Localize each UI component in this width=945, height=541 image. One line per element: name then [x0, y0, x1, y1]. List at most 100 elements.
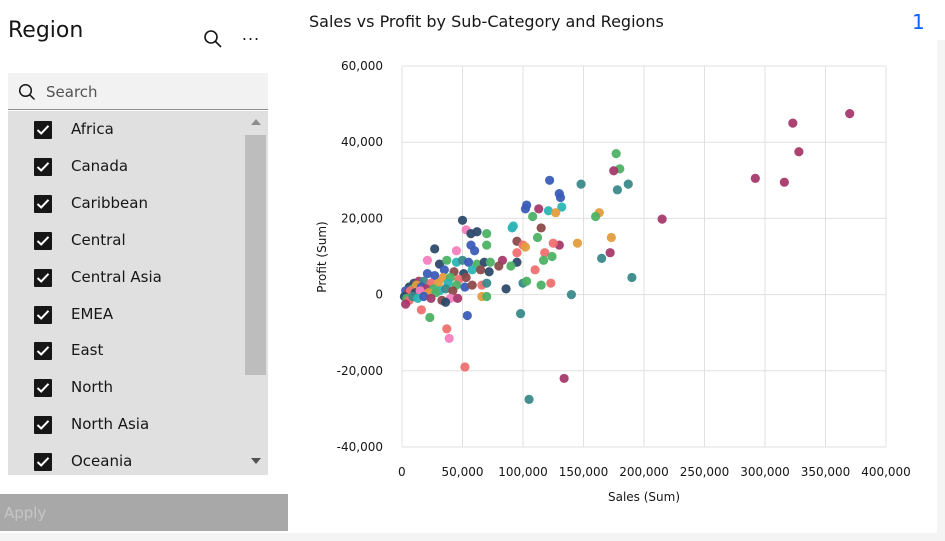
region-list-item[interactable]: Canada [8, 152, 244, 182]
scroll-thumb[interactable] [245, 135, 266, 375]
data-point[interactable] [482, 291, 492, 302]
data-point[interactable] [522, 276, 532, 286]
data-point[interactable] [532, 232, 543, 243]
region-checkbox[interactable] [34, 305, 52, 324]
data-point[interactable] [462, 310, 472, 321]
data-point[interactable] [419, 291, 429, 302]
data-point[interactable] [425, 312, 435, 323]
data-point[interactable] [605, 248, 615, 258]
data-point[interactable] [547, 251, 557, 262]
data-point[interactable] [416, 305, 426, 315]
data-point[interactable] [557, 202, 567, 212]
data-point[interactable] [551, 208, 561, 218]
data-point[interactable] [546, 278, 556, 288]
data-point[interactable] [451, 246, 462, 256]
region-checkbox[interactable] [34, 453, 52, 472]
data-point[interactable] [426, 293, 436, 304]
data-point[interactable] [555, 192, 566, 203]
data-point[interactable] [494, 261, 504, 271]
data-point[interactable] [611, 149, 621, 159]
data-point[interactable] [508, 221, 518, 231]
data-point[interactable] [623, 179, 633, 189]
data-point[interactable] [482, 240, 492, 250]
region-checkbox[interactable] [34, 194, 52, 213]
data-point[interactable] [576, 179, 586, 189]
region-checkbox[interactable] [34, 231, 52, 250]
data-point[interactable] [788, 118, 798, 128]
region-checkbox[interactable] [34, 157, 52, 176]
scroll-up-arrow-icon[interactable] [251, 119, 261, 125]
data-point[interactable] [572, 238, 583, 248]
data-point[interactable] [657, 214, 667, 224]
data-point[interactable] [501, 284, 511, 294]
apply-button[interactable]: Apply [0, 494, 288, 531]
data-point[interactable] [457, 215, 468, 225]
data-point[interactable] [779, 177, 789, 187]
region-list-item[interactable]: Africa [8, 115, 244, 145]
data-point[interactable] [543, 206, 554, 216]
data-point[interactable] [448, 286, 458, 296]
data-point[interactable] [506, 261, 516, 271]
data-point[interactable] [548, 238, 558, 248]
region-list-item[interactable]: Central Asia [8, 263, 244, 293]
overflow-menu-icon[interactable]: ... [241, 25, 261, 44]
data-point[interactable] [485, 257, 495, 267]
data-point[interactable] [540, 248, 550, 258]
data-point[interactable] [627, 272, 637, 283]
data-point[interactable] [467, 265, 477, 275]
region-list-item[interactable]: Oceania [8, 447, 244, 475]
region-list-item[interactable]: North [8, 373, 244, 403]
data-point[interactable] [520, 204, 531, 214]
data-point[interactable] [559, 373, 569, 384]
data-point[interactable] [512, 248, 522, 258]
data-point[interactable] [460, 282, 470, 292]
data-point[interactable] [401, 299, 411, 309]
region-checkbox[interactable] [34, 379, 52, 398]
data-point[interactable] [422, 269, 433, 279]
scrollbar[interactable] [245, 111, 268, 475]
data-point[interactable] [545, 175, 555, 185]
data-point[interactable] [524, 394, 534, 404]
data-point[interactable] [442, 255, 452, 265]
data-point[interactable] [750, 173, 760, 183]
data-point[interactable] [463, 257, 474, 267]
data-point[interactable] [440, 297, 451, 307]
region-checkbox[interactable] [34, 342, 52, 361]
data-point[interactable] [794, 147, 804, 157]
data-point[interactable] [482, 278, 492, 288]
region-checkbox[interactable] [34, 121, 52, 139]
data-point[interactable] [476, 265, 486, 275]
data-point[interactable] [484, 267, 494, 277]
data-point[interactable] [442, 324, 452, 334]
data-point[interactable] [430, 244, 440, 254]
region-list-item[interactable]: North Asia [8, 410, 244, 440]
search-input[interactable] [44, 73, 263, 111]
data-point[interactable] [591, 211, 601, 222]
data-point[interactable] [430, 270, 440, 281]
data-point[interactable] [467, 280, 477, 290]
data-point[interactable] [612, 185, 622, 195]
region-checkbox[interactable] [34, 268, 52, 287]
data-point[interactable] [482, 229, 492, 239]
data-point[interactable] [538, 255, 549, 265]
data-point[interactable] [597, 253, 607, 264]
data-point[interactable] [520, 242, 531, 252]
search-box[interactable] [8, 73, 268, 111]
region-list-item[interactable]: Central [8, 226, 244, 256]
data-point[interactable] [606, 232, 616, 243]
data-point[interactable] [453, 293, 463, 304]
search-icon[interactable] [203, 29, 223, 49]
page-number-link[interactable]: 1 [912, 10, 925, 34]
region-list-item[interactable]: EMEA [8, 300, 244, 330]
data-point[interactable] [609, 166, 619, 176]
scroll-down-arrow-icon[interactable] [251, 458, 261, 464]
data-point[interactable] [440, 284, 451, 294]
data-point[interactable] [534, 204, 544, 214]
data-point[interactable] [536, 280, 546, 290]
data-point[interactable] [470, 246, 480, 256]
data-point[interactable] [422, 255, 433, 265]
data-point[interactable] [461, 272, 471, 283]
data-point[interactable] [530, 265, 540, 275]
data-point[interactable] [528, 211, 538, 222]
region-list-item[interactable]: Caribbean [8, 189, 244, 219]
